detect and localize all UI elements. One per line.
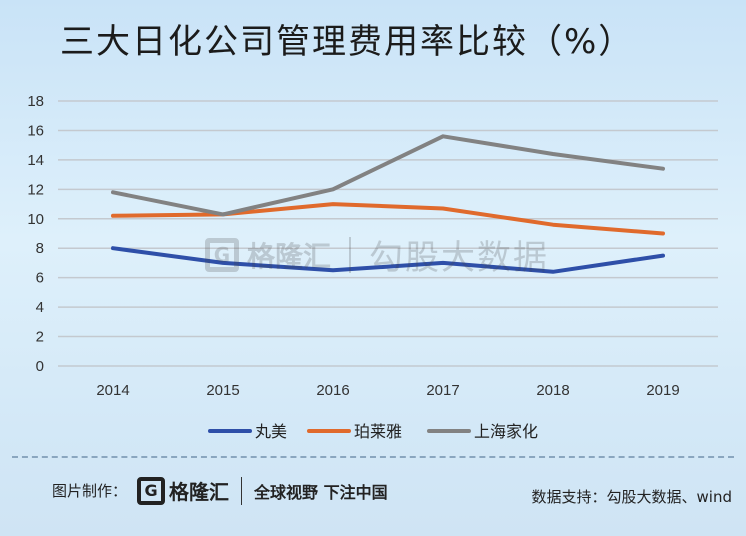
x-tick-label: 2018 [536,382,569,399]
footer-credit: 图片制作： G 格隆汇 全球视野 下注中国 [52,476,388,505]
y-tick-label: 10 [27,211,44,228]
data-point [661,232,665,235]
data-point [551,152,555,156]
y-tick-label: 4 [36,299,44,316]
legend-label: 上海家化 [474,422,538,441]
data-point [331,187,335,191]
y-tick-label: 18 [27,93,44,110]
watermark-brand: 格隆汇 [247,239,332,273]
x-tick-label: 2015 [206,382,239,399]
x-tick-label: 2017 [426,382,459,399]
credit-label: 图片制作： [52,482,128,500]
line-chart: 0 2 4 6 8 10 12 14 16 18 2014 2015 2016 2017 2018 2019 丸… [27,93,718,441]
y-tick-label: 6 [36,270,44,287]
watermark: G 格隆汇 勾股大数据 [205,230,549,279]
legend-label: 丸美 [255,422,287,441]
footer-separator [241,476,243,505]
y-tick-label: 8 [36,240,44,257]
x-tick-label: 2016 [316,382,349,399]
watermark-logo-icon: G [205,237,239,272]
footer-divider [12,456,734,458]
watermark-separator [349,236,352,273]
series-line [111,246,665,274]
series-line [111,202,665,236]
legend-label: 珀莱雅 [354,422,402,441]
data-point [111,190,115,194]
data-point [331,268,335,272]
y-tick-label: 14 [27,152,44,169]
data-point [221,212,225,216]
data-point [661,167,665,171]
brand-logo-icon: G [137,476,166,505]
data-point [441,134,445,138]
y-tick-label: 0 [36,358,44,375]
data-point [661,254,665,258]
data-point [111,246,115,250]
chart-title: 三大日化公司管理费用率比较（%） [60,22,635,62]
y-tick-label: 12 [27,181,44,198]
data-point [441,261,445,265]
y-tick-label: 2 [36,329,44,346]
x-tick-label: 2019 [646,382,679,399]
series-line [111,134,665,217]
data-point [111,214,115,218]
brand-slogan: 全球视野 下注中国 [254,482,388,502]
data-point [441,206,445,210]
brand-logo: G 格隆汇 [137,476,229,505]
data-point [551,270,555,274]
data-point [331,202,335,206]
x-tick-label: 2014 [96,382,129,399]
data-source: 数据支持：勾股大数据、wind [531,488,732,506]
data-point [551,223,555,227]
watermark-subtitle: 勾股大数据 [369,238,550,278]
brand-name: 格隆汇 [169,480,230,504]
y-tick-label: 16 [27,122,44,139]
data-point [221,261,225,265]
